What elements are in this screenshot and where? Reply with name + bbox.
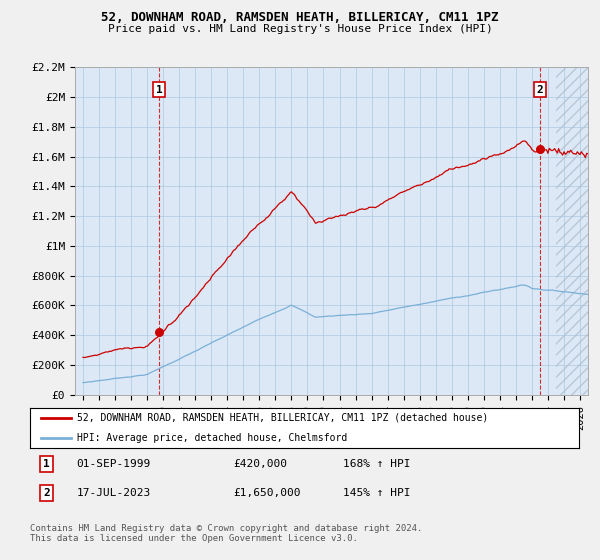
Text: 01-SEP-1999: 01-SEP-1999: [77, 459, 151, 469]
Text: 1: 1: [43, 459, 50, 469]
Text: 2: 2: [43, 488, 50, 498]
Text: £1,650,000: £1,650,000: [233, 488, 301, 498]
Text: HPI: Average price, detached house, Chelmsford: HPI: Average price, detached house, Chel…: [77, 433, 347, 443]
Text: 52, DOWNHAM ROAD, RAMSDEN HEATH, BILLERICAY, CM11 1PZ: 52, DOWNHAM ROAD, RAMSDEN HEATH, BILLERI…: [101, 11, 499, 24]
Text: Contains HM Land Registry data © Crown copyright and database right 2024.
This d: Contains HM Land Registry data © Crown c…: [30, 524, 422, 543]
Text: Price paid vs. HM Land Registry's House Price Index (HPI): Price paid vs. HM Land Registry's House …: [107, 24, 493, 34]
Text: 17-JUL-2023: 17-JUL-2023: [77, 488, 151, 498]
Text: 145% ↑ HPI: 145% ↑ HPI: [343, 488, 410, 498]
Text: 1: 1: [156, 85, 163, 95]
Text: 52, DOWNHAM ROAD, RAMSDEN HEATH, BILLERICAY, CM11 1PZ (detached house): 52, DOWNHAM ROAD, RAMSDEN HEATH, BILLERI…: [77, 413, 488, 423]
Text: 168% ↑ HPI: 168% ↑ HPI: [343, 459, 410, 469]
Text: £420,000: £420,000: [233, 459, 287, 469]
Text: 2: 2: [536, 85, 543, 95]
